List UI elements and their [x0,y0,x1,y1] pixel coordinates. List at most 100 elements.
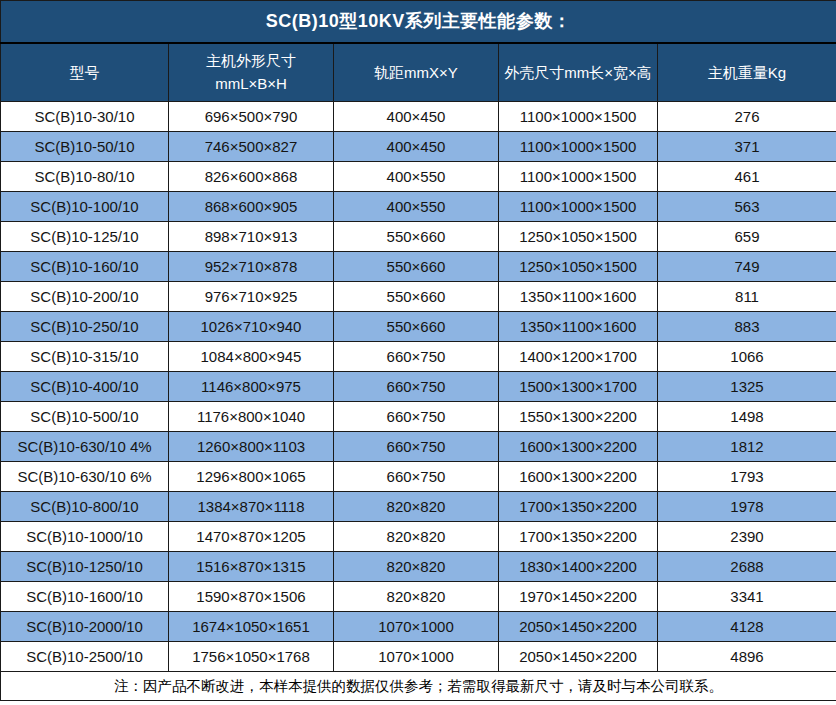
table-cell: 400×450 [334,102,499,132]
table-cell: 1400×1200×1700 [499,342,658,372]
table-cell: 1070×1000 [334,612,499,642]
table-cell: 1700×1350×2200 [499,492,658,522]
table-cell: 550×660 [334,222,499,252]
table-cell: 1812 [658,432,836,462]
page-title: SC(B)10型10KV系列主要性能参数： [1,1,836,43]
table-cell: 400×450 [334,132,499,162]
table-cell: 563 [658,192,836,222]
table-row: SC(B)10-1600/101590×870×1506820×8201970×… [1,582,836,612]
table-cell: 1084×800×945 [169,342,334,372]
table-cell: 976×710×925 [169,282,334,312]
table-cell: 1146×800×975 [169,372,334,402]
col-header-enclosure-size: 外壳尺寸mm长×宽×高 [499,43,658,102]
table-cell: SC(B)10-1250/10 [1,552,169,582]
table-cell: 1250×1050×1500 [499,252,658,282]
table-cell: 1970×1450×2200 [499,582,658,612]
col-header-weight: 主机重量Kg [658,43,836,102]
table-cell: SC(B)10-400/10 [1,372,169,402]
table-cell: 1674×1050×1651 [169,612,334,642]
table-cell: 826×600×868 [169,162,334,192]
table-row: SC(B)10-1000/101470×870×1205820×8201700×… [1,522,836,552]
table-row: SC(B)10-30/10696×500×790400×4501100×1000… [1,102,836,132]
spec-table: SC(B)10型10KV系列主要性能参数： 型号 主机外形尺寸 mmL×B×H … [0,0,836,701]
table-cell: 820×820 [334,522,499,552]
table-cell: SC(B)10-1600/10 [1,582,169,612]
table-cell: SC(B)10-500/10 [1,402,169,432]
table-cell: 1250×1050×1500 [499,222,658,252]
table-body: SC(B)10-30/10696×500×790400×4501100×1000… [1,102,836,672]
table-row: SC(B)10-630/10 4%1260×800×1103660×750160… [1,432,836,462]
table-cell: SC(B)10-800/10 [1,492,169,522]
table-cell: 660×750 [334,432,499,462]
table-cell: 1600×1300×2200 [499,462,658,492]
table-cell: 1793 [658,462,836,492]
table-cell: 1350×1100×1600 [499,282,658,312]
table-cell: 1700×1350×2200 [499,522,658,552]
table-cell: SC(B)10-630/10 4% [1,432,169,462]
table-cell: 1516×870×1315 [169,552,334,582]
table-cell: 811 [658,282,836,312]
table-cell: 1978 [658,492,836,522]
col-header-label: 外壳尺寸mm长×宽×高 [500,61,656,84]
table-cell: 660×750 [334,402,499,432]
table-cell: 952×710×878 [169,252,334,282]
table-cell: SC(B)10-160/10 [1,252,169,282]
table-row: SC(B)10-400/101146×800×975660×7501500×13… [1,372,836,402]
col-header-main-dimensions: 主机外形尺寸 mmL×B×H [169,43,334,102]
table-cell: SC(B)10-2500/10 [1,642,169,672]
table-cell: 1100×1000×1500 [499,132,658,162]
table-cell: SC(B)10-2000/10 [1,612,169,642]
table-cell: 1296×800×1065 [169,462,334,492]
table-cell: 660×750 [334,342,499,372]
table-cell: 2390 [658,522,836,552]
table-row: SC(B)10-250/101026×710×940550×6601350×11… [1,312,836,342]
table-cell: 746×500×827 [169,132,334,162]
table-row: SC(B)10-315/101084×800×945660×7501400×12… [1,342,836,372]
table-cell: 1176×800×1040 [169,402,334,432]
table-row: SC(B)10-200/10976×710×925550×6601350×110… [1,282,836,312]
table-cell: SC(B)10-630/10 6% [1,462,169,492]
table-row: SC(B)10-2000/101674×1050×16511070×100020… [1,612,836,642]
column-header-row: 型号 主机外形尺寸 mmL×B×H 轨距mmX×Y 外壳尺寸mm长×宽×高 主机… [1,43,836,102]
table-cell: 1100×1000×1500 [499,162,658,192]
table-cell: 749 [658,252,836,282]
table-cell: 400×550 [334,162,499,192]
table-cell: 2050×1450×2200 [499,612,658,642]
col-header-label: 轨距mmX×Y [335,61,497,84]
table-cell: 1600×1300×2200 [499,432,658,462]
table-cell: 1830×1400×2200 [499,552,658,582]
table-cell: 820×820 [334,552,499,582]
table-cell: 461 [658,162,836,192]
table-cell: SC(B)10-315/10 [1,342,169,372]
table-cell: SC(B)10-80/10 [1,162,169,192]
col-header-model: 型号 [1,43,169,102]
table-cell: 1384×870×1118 [169,492,334,522]
table-cell: 2688 [658,552,836,582]
table-cell: 4128 [658,612,836,642]
table-cell: 4896 [658,642,836,672]
table-row: SC(B)10-80/10826×600×868400×5501100×1000… [1,162,836,192]
table-row: SC(B)10-500/101176×800×1040660×7501550×1… [1,402,836,432]
title-row: SC(B)10型10KV系列主要性能参数： [1,1,836,43]
table-cell: 660×750 [334,462,499,492]
table-cell: 868×600×905 [169,192,334,222]
table-cell: 400×550 [334,192,499,222]
table-cell: 1260×800×1103 [169,432,334,462]
table-cell: 276 [658,102,836,132]
table-row: SC(B)10-800/101384×870×1118820×8201700×1… [1,492,836,522]
footer-note: 注：因产品不断改进，本样本提供的数据仅供参考；若需取得最新尺寸，请及时与本公司联… [1,672,836,701]
table-cell: 1500×1300×1700 [499,372,658,402]
table-cell: SC(B)10-1000/10 [1,522,169,552]
table-cell: 3341 [658,582,836,612]
table-cell: 1350×1100×1600 [499,312,658,342]
table-row: SC(B)10-160/10952×710×878550×6601250×105… [1,252,836,282]
table-cell: SC(B)10-200/10 [1,282,169,312]
table-row: SC(B)10-1250/101516×870×1315820×8201830×… [1,552,836,582]
col-header-rail-gauge: 轨距mmX×Y [334,43,499,102]
table-cell: 1550×1300×2200 [499,402,658,432]
table-cell: 1756×1050×1768 [169,642,334,672]
table-cell: 1590×870×1506 [169,582,334,612]
table-cell: 550×660 [334,312,499,342]
table-row: SC(B)10-125/10898×710×913550×6601250×105… [1,222,836,252]
table-cell: 2050×1450×2200 [499,642,658,672]
